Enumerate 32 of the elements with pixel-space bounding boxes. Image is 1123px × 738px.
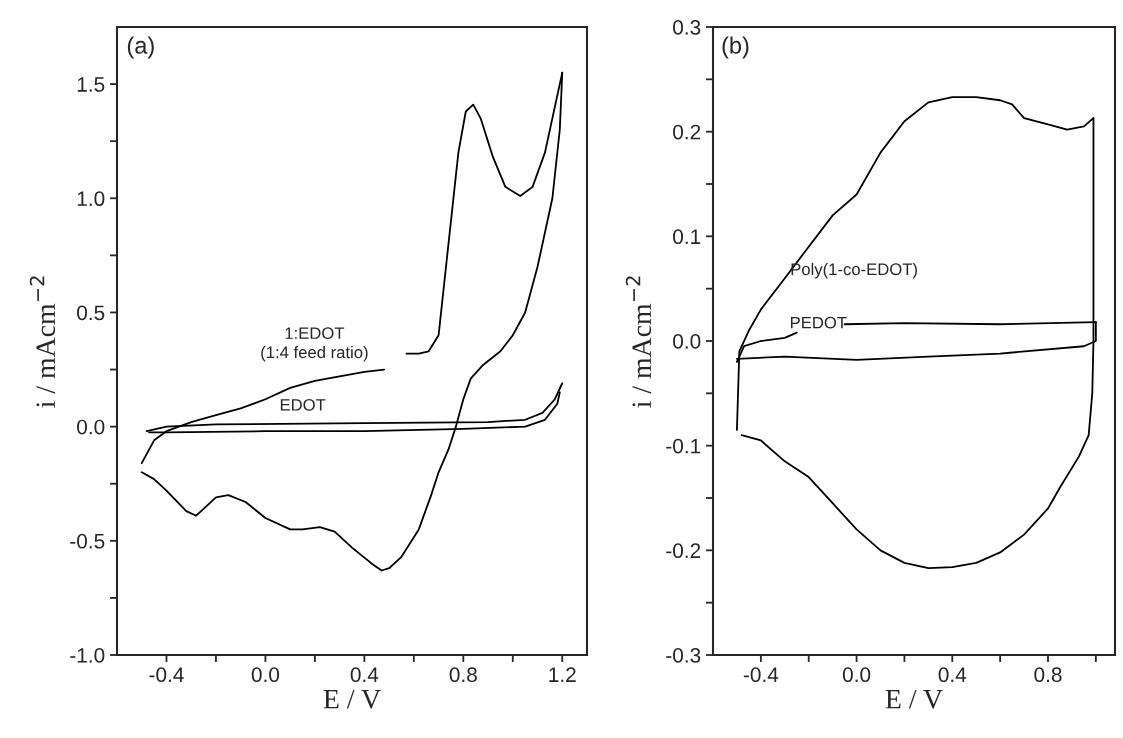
y-tick-label: 0.2 bbox=[673, 124, 701, 140]
annotation: Poly(1-co-EDOT) bbox=[791, 262, 917, 279]
y-tick-label: 1.0 bbox=[77, 191, 105, 207]
x-tick-label: 1.2 bbox=[549, 667, 576, 682]
annotation: (b) bbox=[722, 36, 749, 59]
y-tick-label: 0.3 bbox=[673, 20, 701, 35]
y-tick-label: -0.5 bbox=[70, 533, 105, 549]
y-tick-label: 1.5 bbox=[77, 77, 105, 92]
annotation: PEDOT bbox=[790, 316, 847, 329]
annotation: (a) bbox=[127, 36, 154, 59]
y-tick-label: -0.3 bbox=[666, 648, 701, 663]
x-tick-label: 0.4 bbox=[350, 667, 379, 683]
y-tick-label: 0.5 bbox=[77, 305, 105, 321]
y-tick-label: -0.2 bbox=[666, 543, 701, 559]
y-tick-label: -0.1 bbox=[666, 438, 701, 454]
y-tick-label: 0.0 bbox=[673, 334, 701, 349]
y-tick-label: 0.1 bbox=[673, 229, 701, 245]
x-tick-label: -0.4 bbox=[149, 667, 184, 683]
y-axis-title: i / mAcm$^{−2}$ bbox=[29, 276, 56, 408]
x-tick-label: 0.0 bbox=[251, 667, 280, 683]
x-tick-label: 0.0 bbox=[842, 667, 871, 683]
x-tick-label: 0.8 bbox=[449, 667, 477, 683]
annotation: EDOT bbox=[280, 398, 326, 411]
y-axis-title: i / mAcm$^{−2}$ bbox=[625, 276, 652, 408]
x-tick-label: 0.4 bbox=[938, 667, 967, 683]
x-tick-label: -0.4 bbox=[743, 667, 779, 683]
x-tick-label: 0.8 bbox=[1034, 667, 1062, 683]
x-axis-title: E / V bbox=[885, 689, 943, 709]
annotation: 1:EDOT (1:4 feed ratio) bbox=[261, 327, 368, 362]
y-tick-label: -1.0 bbox=[70, 648, 105, 663]
x-axis-title: E / V bbox=[323, 689, 381, 709]
y-tick-label: 0.0 bbox=[77, 419, 105, 435]
